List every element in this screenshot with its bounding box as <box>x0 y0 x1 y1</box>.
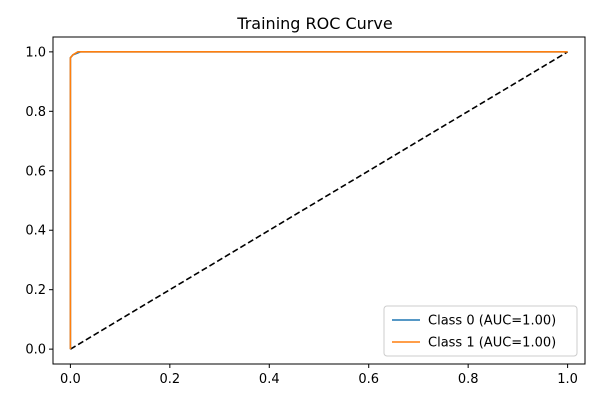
series-line-class-1 <box>69 51 568 350</box>
x-tick-label: 0.6 <box>358 372 379 387</box>
reference-diagonal-line <box>69 51 569 350</box>
x-tick-label: 0.0 <box>60 372 81 387</box>
axes: 0.0 0.2 0.4 0.6 0.8 1.0 0.0 0.2 0.4 0.6 0.8 1.0 <box>25 45 578 387</box>
legend-label-class-0: Class 0 (AUC=1.00) <box>428 314 556 329</box>
plot-area <box>69 51 569 350</box>
y-tick-label: 0.8 <box>25 105 46 120</box>
x-tick-label: 0.4 <box>259 372 280 387</box>
y-tick-label: 0.2 <box>25 283 46 298</box>
x-tick-label: 0.8 <box>458 372 479 387</box>
y-tick-label: 0.4 <box>25 224 46 239</box>
legend-label-class-1: Class 1 (AUC=1.00) <box>428 336 556 351</box>
legend: Class 0 (AUC=1.00) Class 1 (AUC=1.00) <box>383 305 578 357</box>
x-tick-label: 0.2 <box>159 372 180 387</box>
y-tick-label: 1.0 <box>25 45 46 60</box>
y-tick-label: 0.6 <box>25 164 46 179</box>
x-tick-label: 1.0 <box>557 372 578 387</box>
chart-title: Training ROC Curve <box>236 14 392 33</box>
y-tick-label: 0.0 <box>25 343 46 358</box>
plot-frame <box>52 36 586 365</box>
legend-box <box>383 305 578 357</box>
